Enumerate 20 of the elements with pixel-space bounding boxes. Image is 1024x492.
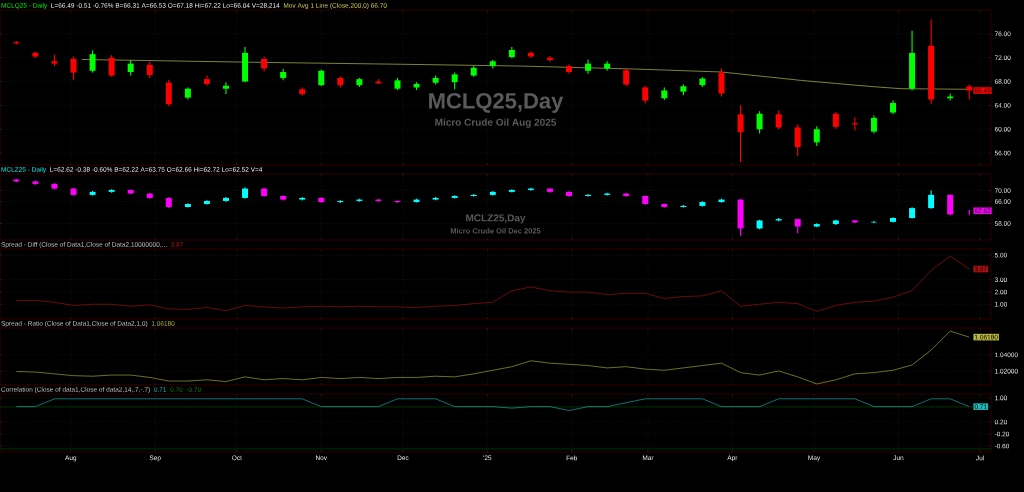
candlestick xyxy=(947,193,954,216)
line-series xyxy=(16,255,970,312)
line-series xyxy=(16,330,970,385)
candlestick xyxy=(108,54,115,78)
candlestick xyxy=(813,125,820,147)
candlestick xyxy=(718,67,725,97)
candlestick xyxy=(203,75,210,87)
candlestick xyxy=(794,123,801,157)
candlestick xyxy=(70,55,77,81)
annotation: MCLQ25,Day xyxy=(429,93,564,113)
candlestick xyxy=(928,189,935,210)
candlestick xyxy=(737,104,744,163)
candlestick xyxy=(89,49,96,74)
candlestick xyxy=(585,58,592,75)
candlestick xyxy=(165,79,172,108)
candlestick xyxy=(775,109,782,130)
candlestick xyxy=(222,81,229,95)
annotation: Micro Crude Oil Aug 2025 xyxy=(435,118,557,128)
annotation: MCLZ25,Day xyxy=(466,214,526,224)
candlestick xyxy=(756,110,763,134)
